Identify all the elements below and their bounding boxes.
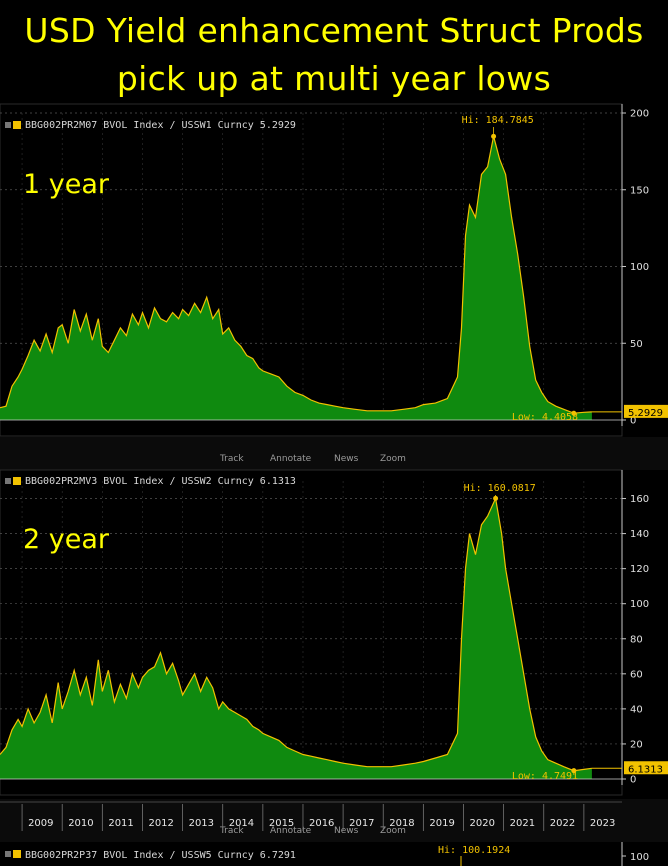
legend-label: BBG002PR2M07 BVOL Index / USSW1 Curncy 5… xyxy=(25,120,296,131)
title-line-2: pick up at multi year lows xyxy=(116,59,552,98)
legend-swatch xyxy=(13,121,21,129)
x-tick-label: 2020 xyxy=(469,818,494,829)
y-tick-label: 20 xyxy=(630,739,643,750)
y-tick-label: 0 xyxy=(630,775,636,786)
x-tick-label: 2017 xyxy=(349,818,374,829)
y-tick-label: 100 xyxy=(630,599,649,610)
last-value-box xyxy=(624,404,668,418)
low-label: Low: 4.7491 xyxy=(512,771,578,782)
toolbar-strip xyxy=(0,437,668,470)
x-tick-label: 2021 xyxy=(510,818,535,829)
panel-label: 1 year xyxy=(23,169,110,200)
y-tick-label: 100 xyxy=(630,262,649,273)
x-tick-label: 2019 xyxy=(429,818,454,829)
x-tick-label: 2016 xyxy=(309,818,334,829)
x-tick-label: 2018 xyxy=(389,818,414,829)
legend-label: BBG002PR2MV3 BVOL Index / USSW2 Curncy 6… xyxy=(25,476,296,487)
hi-label: Hi: 160.0817 xyxy=(464,483,536,494)
y-tick-label: 150 xyxy=(630,185,649,196)
series-area xyxy=(0,498,592,779)
y-tick-label: 160 xyxy=(630,494,649,505)
y-tick-label: 50 xyxy=(630,339,643,350)
x-tick-label: 2011 xyxy=(108,818,133,829)
series-line xyxy=(0,496,592,772)
x-tick-label: 2014 xyxy=(229,818,254,829)
y-tick-label: 40 xyxy=(630,704,643,715)
title-line-1: USD Yield enhancement Struct Prods xyxy=(24,11,644,50)
x-tick-label: 2023 xyxy=(590,818,615,829)
toolbar-strip xyxy=(0,799,668,842)
y-tick-label: 60 xyxy=(630,669,643,680)
toolbar-track: Track xyxy=(219,454,244,464)
series-line xyxy=(0,136,592,414)
hi-label: Hi: 184.7845 xyxy=(462,115,534,126)
toolbar-news: News xyxy=(334,454,359,464)
hi-marker xyxy=(491,133,497,139)
y-tick-label: 120 xyxy=(630,564,649,575)
x-tick-label: 2015 xyxy=(269,818,294,829)
toolbar-zoom: Zoom xyxy=(380,826,406,836)
y-tick-label: 100 xyxy=(630,852,649,863)
low-label: Low: 4.4058 xyxy=(512,412,578,423)
low-marker xyxy=(571,410,577,416)
last-value-label: 6.1313 xyxy=(628,764,663,775)
legend-toggle-icon xyxy=(5,851,11,857)
x-tick-label: 2010 xyxy=(68,818,93,829)
toolbar-annotate: Annotate xyxy=(270,826,312,836)
low-marker xyxy=(571,768,577,774)
panel-label: 2 year xyxy=(23,524,110,555)
legend-swatch xyxy=(13,477,21,485)
legend-label: BBG002PR2P37 BVOL Index / USSW5 Curncy 6… xyxy=(25,850,296,861)
toolbar-track: Track xyxy=(219,826,244,836)
toolbar-news: News xyxy=(334,826,359,836)
x-tick-label: 2022 xyxy=(550,818,575,829)
x-tick-label: 2013 xyxy=(189,818,214,829)
toolbar-annotate: Annotate xyxy=(270,454,312,464)
series-area xyxy=(0,136,592,421)
legend-toggle-icon xyxy=(5,122,11,128)
toolbar-zoom: Zoom xyxy=(380,454,406,464)
legend-swatch xyxy=(13,850,21,858)
y-tick-label: 200 xyxy=(630,109,649,120)
y-tick-label: 140 xyxy=(630,529,649,540)
hi-marker xyxy=(493,495,499,501)
legend-toggle-icon xyxy=(5,478,11,484)
last-value-label: 5.2929 xyxy=(628,408,663,419)
x-tick-label: 2009 xyxy=(28,818,53,829)
x-tick-label: 2012 xyxy=(148,818,173,829)
hi-label: Hi: 100.1924 xyxy=(438,845,510,856)
last-value-box xyxy=(624,761,668,775)
y-tick-label: 0 xyxy=(630,416,636,427)
y-tick-label: 80 xyxy=(630,634,643,645)
